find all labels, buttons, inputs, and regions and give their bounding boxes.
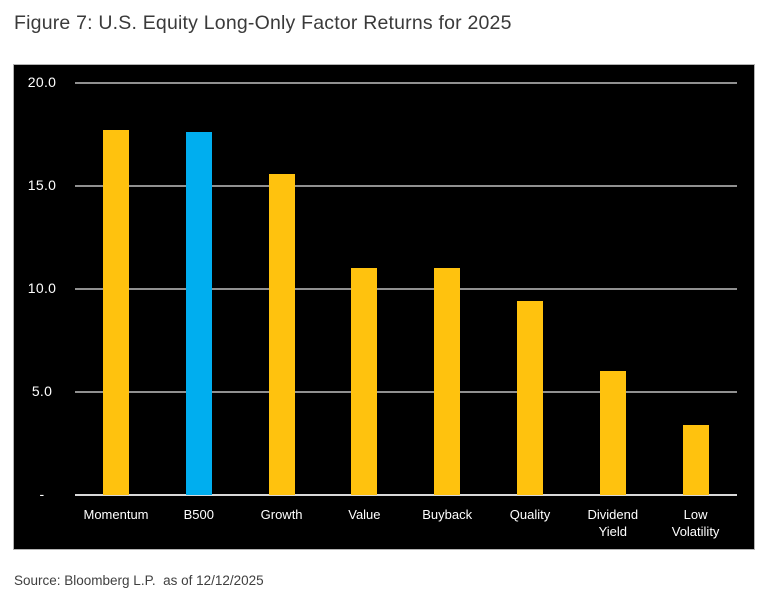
gridline-200 bbox=[75, 82, 737, 84]
gridline-150 bbox=[75, 185, 737, 187]
bar-quality bbox=[517, 301, 543, 495]
y-tick-label-50: 5.0 bbox=[31, 383, 53, 399]
x-tick-label-value: Value bbox=[348, 507, 381, 522]
x-tick-label-growth: Growth bbox=[260, 507, 303, 522]
y-tick-label-100: 10.0 bbox=[27, 280, 57, 296]
figure-title: Figure 7: U.S. Equity Long-Only Factor R… bbox=[14, 12, 512, 34]
x-tick-label-b500: B500 bbox=[183, 507, 214, 522]
gridline-100 bbox=[75, 288, 737, 290]
bar-b500 bbox=[185, 132, 212, 495]
plot-area: 20.0 15.0 10.0 5.0 - Momentum B500 Growth Value B… bbox=[14, 65, 754, 549]
x-tick-label-low-volatility: Low Volatility bbox=[671, 507, 720, 539]
bar-buyback bbox=[434, 268, 461, 495]
bar-value bbox=[351, 268, 378, 495]
x-axis-line bbox=[75, 494, 737, 496]
y-tick-label-150: 15.0 bbox=[27, 177, 57, 193]
source-note: Source: Bloomberg L.P. as of 12/12/2025 bbox=[14, 573, 264, 588]
gridline-50 bbox=[75, 391, 737, 393]
x-tick-label-momentum: Momentum bbox=[83, 507, 149, 522]
y-tick-label--: - bbox=[39, 486, 45, 502]
bar-momentum bbox=[103, 130, 129, 495]
chart-panel: 20.0 15.0 10.0 5.0 - Momentum B500 Growth Value B… bbox=[13, 64, 755, 550]
bar-low-volatility bbox=[682, 424, 709, 495]
x-tick-label-dividend-yield: Dividend Yield bbox=[587, 507, 639, 539]
bar-growth bbox=[268, 173, 295, 495]
y-tick-label-200: 20.0 bbox=[27, 74, 57, 90]
x-tick-label-quality: Quality bbox=[509, 507, 551, 522]
bar-dividend-yield bbox=[599, 371, 626, 495]
x-tick-label-buyback: Buyback bbox=[422, 507, 473, 522]
